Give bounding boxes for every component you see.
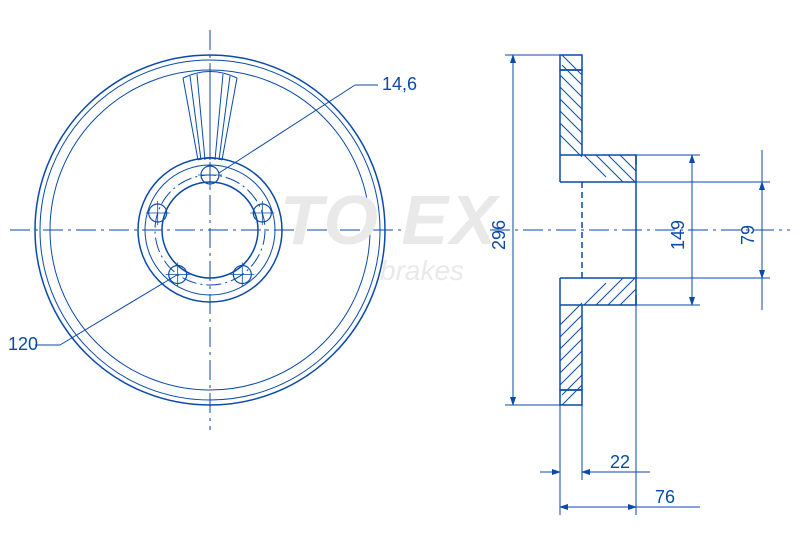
dim-hub-inner: 79: [738, 225, 758, 245]
dim-bolt-circle: 120: [8, 334, 38, 354]
dim-hub-dia: 149: [668, 220, 688, 250]
dim-depth: 76: [655, 487, 675, 507]
front-view: 14,6 120: [8, 30, 417, 430]
vent-marks: [183, 72, 237, 161]
side-view: 296 149 79 22 76: [489, 55, 790, 515]
dim-bolt-hole: 14,6: [382, 74, 417, 94]
dim-outer-dia: 296: [489, 220, 509, 250]
technical-drawing: 14,6 120: [0, 0, 800, 533]
dim-flange: 22: [610, 452, 630, 472]
